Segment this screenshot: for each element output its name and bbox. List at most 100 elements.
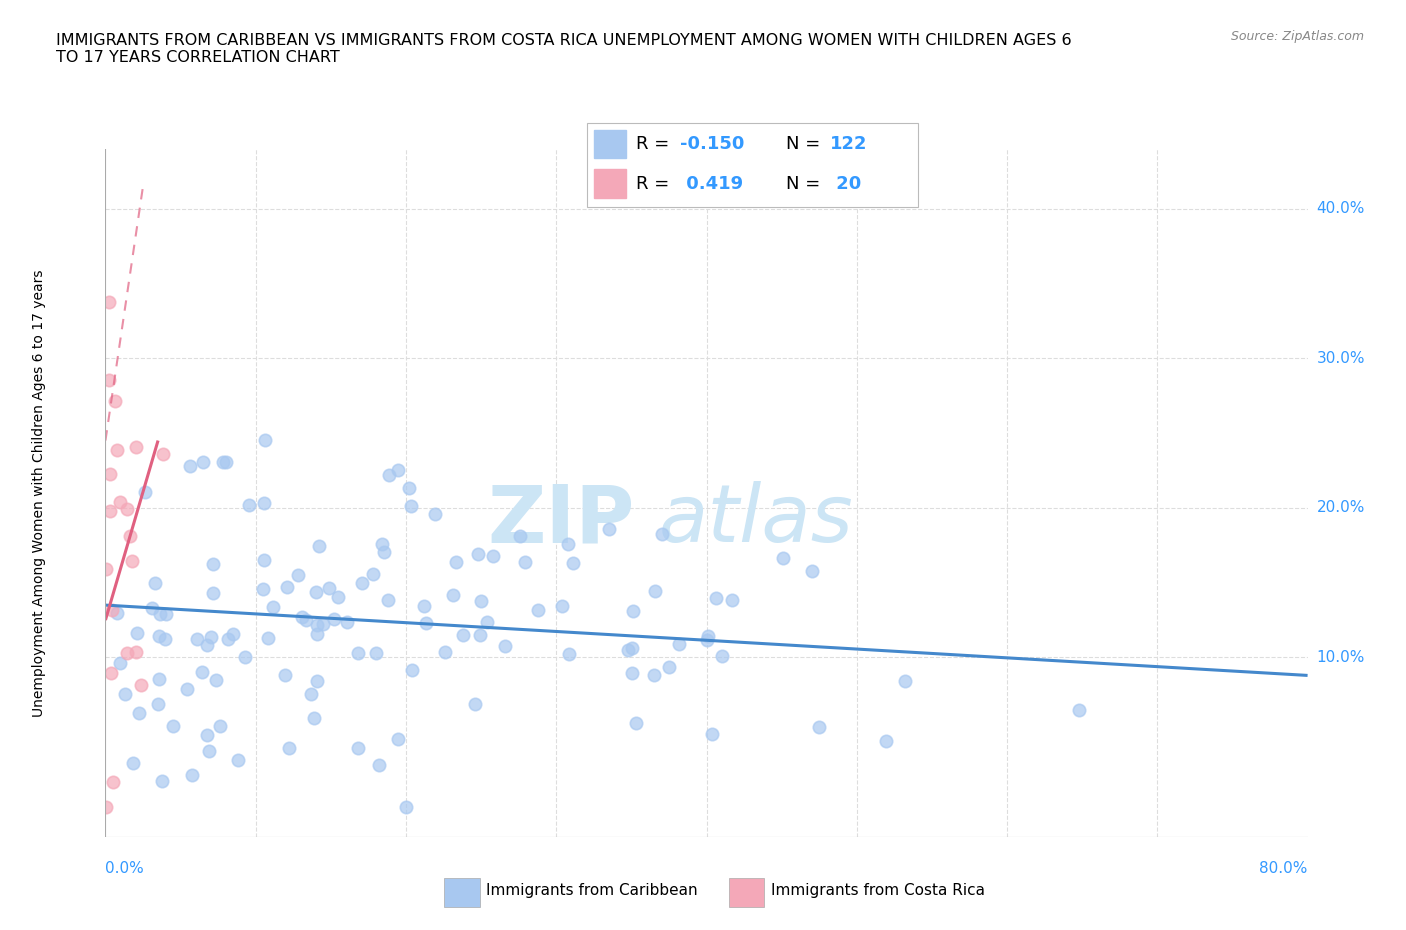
Point (526, 603, 548, 618)
Point (875, 734, 897, 749)
Point (696, 632, 718, 647)
Text: -0.150: -0.150 (679, 135, 744, 153)
Point (105, 605, 128, 620)
Bar (728, 878, 765, 907)
Text: 20.0%: 20.0% (1316, 500, 1365, 515)
Text: 0.0%: 0.0% (105, 861, 145, 876)
Point (201, 556, 224, 571)
Text: ZIP: ZIP (486, 482, 634, 560)
Point (444, 554, 467, 569)
Text: Immigrants from Costa Rica: Immigrants from Costa Rica (770, 884, 986, 898)
Text: 40.0%: 40.0% (1316, 201, 1365, 216)
Point (401, 662, 423, 677)
Point (395, 800, 418, 815)
Text: Unemployment Among Women with Children Ages 6 to 17 years: Unemployment Among Women with Children A… (32, 269, 46, 717)
Point (299, 686, 322, 701)
Point (217, 631, 239, 646)
FancyBboxPatch shape (586, 123, 918, 207)
Point (387, 462, 409, 477)
Point (97, 372, 120, 387)
Point (371, 537, 394, 551)
Point (307, 627, 329, 642)
Point (668, 636, 690, 651)
Point (205, 672, 228, 687)
Point (470, 593, 492, 608)
Point (105, 443, 128, 458)
Point (98, 503, 121, 518)
Text: 0.419: 0.419 (679, 175, 742, 193)
Point (378, 467, 401, 482)
Point (104, 393, 127, 408)
Bar (444, 878, 479, 907)
Point (620, 640, 643, 655)
Point (110, 656, 132, 671)
Text: R =: R = (636, 135, 669, 153)
Point (124, 440, 146, 455)
Point (276, 579, 298, 594)
Point (364, 645, 387, 660)
Point (120, 528, 142, 543)
Text: N =: N = (786, 135, 820, 153)
Point (101, 774, 124, 789)
Point (208, 718, 231, 733)
Point (100, 666, 122, 681)
Point (312, 617, 335, 631)
Point (98, 467, 121, 482)
Point (186, 631, 208, 646)
Point (191, 455, 214, 470)
Point (551, 599, 574, 614)
Point (117, 646, 139, 661)
Point (509, 528, 531, 543)
Point (475, 615, 498, 630)
Point (697, 629, 720, 644)
Point (179, 458, 201, 473)
Text: 80.0%: 80.0% (1260, 861, 1308, 876)
Text: R =: R = (636, 175, 669, 193)
Point (238, 498, 260, 512)
Point (273, 668, 295, 683)
Point (367, 757, 389, 772)
Point (148, 671, 170, 686)
Point (643, 668, 665, 683)
Point (121, 553, 143, 568)
Point (191, 664, 214, 679)
Point (114, 686, 136, 701)
Point (287, 567, 309, 582)
Point (94, 561, 117, 576)
Point (305, 618, 328, 632)
Point (808, 720, 831, 735)
Point (651, 526, 673, 541)
Point (134, 485, 156, 500)
Text: atlas: atlas (658, 482, 853, 560)
Point (181, 768, 204, 783)
Point (257, 631, 280, 645)
Point (377, 593, 399, 608)
Point (494, 638, 516, 653)
Point (152, 446, 174, 461)
Point (146, 697, 169, 711)
Point (894, 674, 917, 689)
Point (558, 646, 581, 661)
Point (291, 609, 314, 624)
Point (468, 628, 491, 643)
Point (212, 455, 235, 470)
Point (598, 522, 620, 537)
Point (710, 648, 733, 663)
Point (305, 673, 328, 688)
Point (295, 613, 318, 628)
Point (162, 718, 184, 733)
Point (621, 604, 644, 619)
Bar (593, 129, 626, 158)
Point (387, 732, 409, 747)
Point (399, 498, 422, 513)
Point (326, 590, 349, 604)
Point (302, 711, 325, 725)
Point (412, 599, 434, 614)
Point (336, 614, 359, 629)
Point (94, 800, 117, 815)
Point (772, 551, 794, 565)
Text: 122: 122 (830, 135, 868, 153)
Point (801, 564, 824, 578)
Point (481, 549, 503, 564)
Point (398, 481, 420, 496)
